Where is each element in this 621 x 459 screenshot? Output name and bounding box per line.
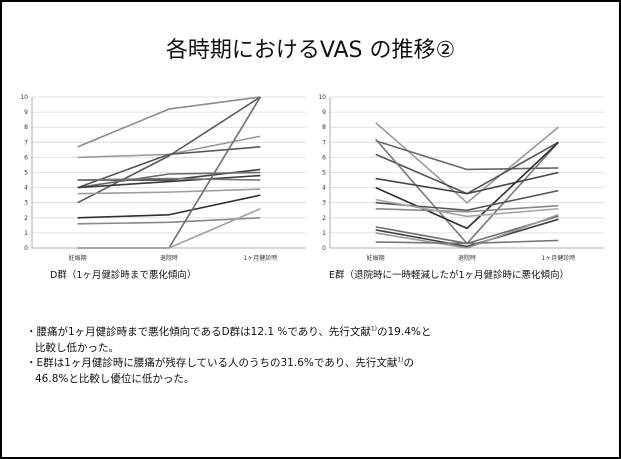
series-line — [77, 188, 261, 195]
y-tick-label: 0 — [24, 245, 28, 252]
y-tick-label: 2 — [322, 215, 326, 222]
series-line — [375, 198, 559, 218]
x-tick-label: 退院時 — [458, 254, 476, 262]
bullet-1-cont: 比較し低かった。 — [35, 341, 119, 354]
bullet-2: ・E群は1ヶ月健診時に腰痛が残存している人のうちの31.6%であり、先行文献1)… — [26, 356, 415, 369]
x-tick-label: 退院時 — [160, 254, 178, 262]
series-line — [77, 177, 261, 181]
slide-title: 各時期におけるVAS の推移② — [165, 38, 456, 63]
y-tick-label: 10 — [318, 94, 326, 101]
body-text: ・腰痛が1ヶ月健診時まで悪化傾向であるD群は12.1 %であり、先行文献1)の1… — [26, 326, 606, 388]
y-tick-label: 6 — [322, 154, 326, 161]
chart-e-caption: E群（退院時に一時軽減したが1ヶ月健診時に悪化傾向） — [329, 270, 570, 281]
series-line — [375, 122, 559, 204]
series-line — [375, 141, 559, 230]
series-line — [375, 218, 559, 248]
series-line — [375, 171, 559, 195]
series-line — [375, 204, 559, 213]
y-tick-label: 3 — [24, 200, 28, 207]
series-line — [77, 208, 261, 249]
y-tick-label: 1 — [322, 230, 326, 237]
series-line — [375, 140, 559, 171]
y-tick-label: 1 — [24, 230, 28, 237]
series-line — [375, 239, 559, 245]
y-tick-label: 9 — [322, 109, 326, 116]
y-tick-label: 10 — [20, 94, 28, 101]
series-line — [375, 214, 559, 249]
chart-d-caption: D群（1ヶ月健診時まで悪化傾向） — [50, 270, 197, 281]
x-tick-label: 妊娠期 — [367, 254, 385, 262]
y-tick-label: 6 — [24, 154, 28, 161]
y-tick-label: 2 — [24, 215, 28, 222]
y-tick-label: 4 — [24, 185, 28, 192]
series-line — [77, 96, 261, 148]
x-tick-label: 妊娠期 — [69, 254, 87, 262]
y-tick-label: 9 — [24, 109, 28, 116]
y-tick-label: 7 — [24, 139, 28, 146]
series-line — [77, 171, 261, 189]
series-line — [77, 174, 261, 189]
y-tick-label: 5 — [24, 170, 28, 177]
y-tick-label: 0 — [322, 245, 326, 252]
chart-d-group: 0 1 2 3 4 5 6 7 8 9 10 妊娠期 退院時 1ヶ月健診時 — [20, 94, 306, 262]
series-line — [77, 146, 261, 189]
bullet-2-cont: 46.8%と比較し優位に低かった。 — [35, 372, 195, 385]
series-line — [77, 96, 261, 204]
y-tick-label: 7 — [322, 139, 326, 146]
bullet-1: ・腰痛が1ヶ月健診時まで悪化傾向であるD群は12.1 %であり、先行文献1)の1… — [26, 325, 432, 338]
series-line — [375, 215, 559, 245]
y-tick-label: 3 — [322, 200, 326, 207]
chart-e-group: 0 1 2 3 4 5 6 7 8 9 10 妊娠期 退院時 1ヶ月健診時 — [318, 94, 604, 262]
series-line — [77, 194, 261, 219]
x-tick-label: 1ヶ月健診時 — [243, 254, 277, 262]
series-line — [77, 217, 261, 225]
y-tick-label: 8 — [24, 124, 28, 131]
y-tick-label: 4 — [322, 185, 326, 192]
y-tick-label: 5 — [322, 170, 326, 177]
y-tick-label: 8 — [322, 124, 326, 131]
x-tick-label: 1ヶ月健診時 — [541, 254, 575, 262]
